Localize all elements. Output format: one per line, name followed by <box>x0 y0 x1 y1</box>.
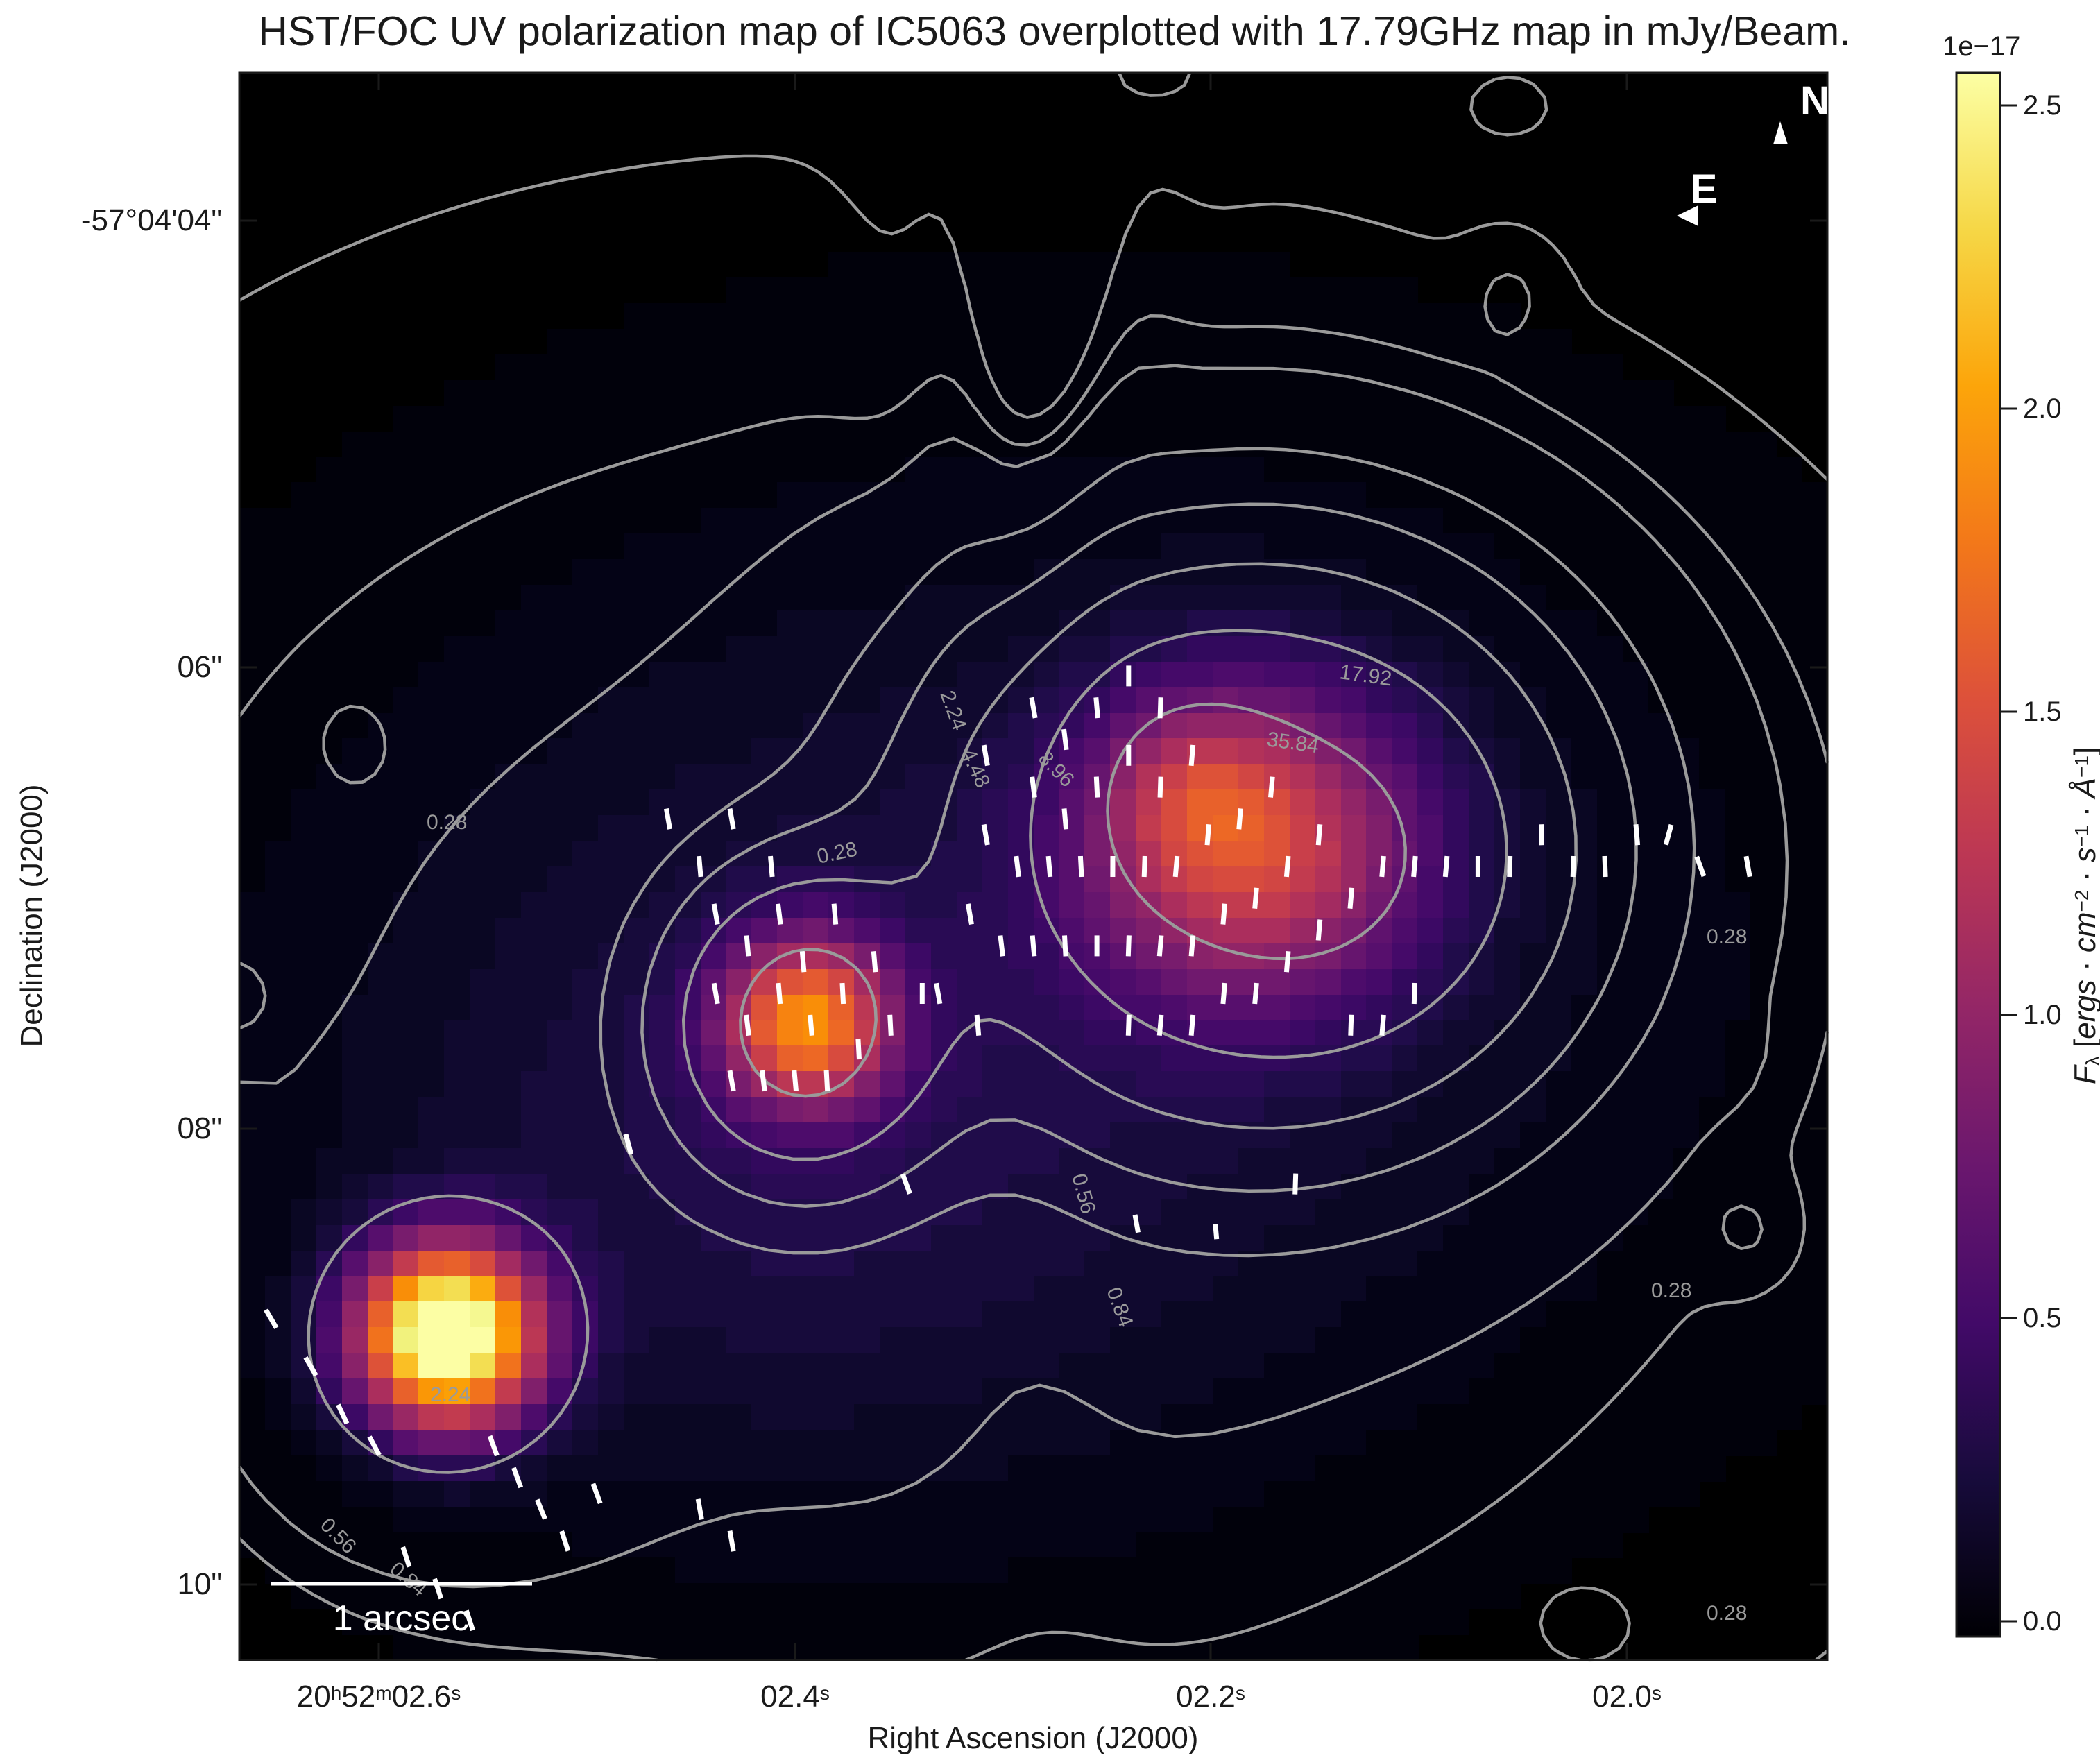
svg-text:HST/FOC UV polarization map of: HST/FOC UV polarization map of IC5063 ov… <box>258 8 1850 54</box>
svg-text:1e−17: 1e−17 <box>1943 31 2020 62</box>
svg-text:10": 10" <box>177 1567 222 1601</box>
svg-text:0.28: 0.28 <box>1707 925 1747 948</box>
svg-text:0.0: 0.0 <box>2023 1606 2062 1637</box>
svg-text:-57°04'04": -57°04'04" <box>81 203 222 237</box>
svg-text:Right Ascension (J2000): Right Ascension (J2000) <box>868 1721 1199 1755</box>
svg-text:Declination (J2000): Declination (J2000) <box>15 784 49 1047</box>
svg-text:0.28: 0.28 <box>427 811 467 834</box>
svg-text:Fλ [ergs · cm−2 · s−1 · Å−1]: Fλ [ergs · cm−2 · s−1 · Å−1] <box>2068 747 2100 1084</box>
svg-text:1.5: 1.5 <box>2023 697 2062 727</box>
svg-text:02.0s: 02.0s <box>1592 1680 1662 1714</box>
svg-text:06": 06" <box>177 650 222 684</box>
svg-text:2.24: 2.24 <box>430 1383 470 1406</box>
svg-text:0.5: 0.5 <box>2023 1303 2062 1333</box>
svg-text:1.0: 1.0 <box>2023 1000 2062 1030</box>
svg-text:02.2s: 02.2s <box>1176 1680 1245 1714</box>
svg-text:2.5: 2.5 <box>2023 90 2062 121</box>
svg-text:0.28: 0.28 <box>1651 1279 1691 1302</box>
svg-text:2.0: 2.0 <box>2023 393 2062 424</box>
svg-text:1 arcsec: 1 arcsec <box>333 1598 470 1639</box>
svg-text:0.28: 0.28 <box>1707 1602 1747 1625</box>
svg-text:E: E <box>1691 166 1718 212</box>
svg-text:N: N <box>1800 78 1829 123</box>
svg-text:02.4s: 02.4s <box>760 1680 830 1714</box>
svg-text:08": 08" <box>177 1111 222 1145</box>
